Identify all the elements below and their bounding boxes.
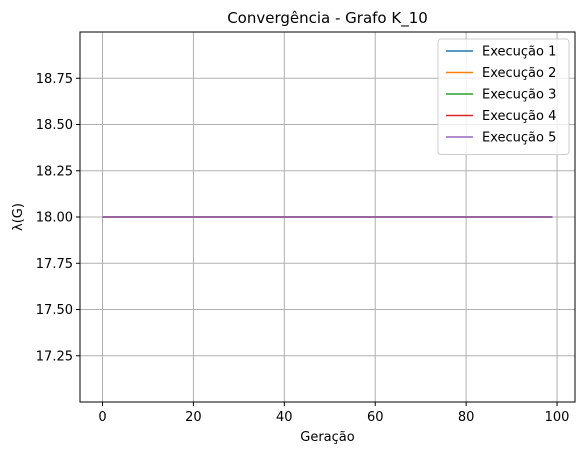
y-tick-label: 17.50 bbox=[36, 303, 73, 318]
y-tick-label: 18.50 bbox=[36, 118, 73, 133]
x-tick-label: 100 bbox=[545, 410, 570, 425]
x-axis-ticks: 0 20 40 60 80 100 bbox=[98, 402, 569, 425]
x-tick-label: 80 bbox=[458, 410, 475, 425]
y-axis-label: λ(G) bbox=[11, 203, 26, 231]
y-tick-label: 17.75 bbox=[36, 257, 73, 272]
legend-box bbox=[437, 38, 570, 155]
y-tick-label: 18.75 bbox=[36, 72, 73, 87]
y-axis-ticks: 17.25 17.50 17.75 18.00 18.25 18.50 18.75 bbox=[36, 72, 80, 364]
x-tick-label: 60 bbox=[367, 410, 384, 425]
y-tick-label: 18.00 bbox=[36, 211, 73, 226]
x-tick-label: 40 bbox=[276, 410, 293, 425]
x-tick-label: 0 bbox=[98, 410, 106, 425]
legend-label: Execução 1 bbox=[482, 45, 556, 60]
legend-label: Execução 4 bbox=[482, 109, 556, 124]
legend-label: Execução 3 bbox=[482, 88, 556, 103]
legend-label: Execução 5 bbox=[482, 131, 556, 146]
legend-label: Execução 2 bbox=[482, 66, 556, 81]
legend: Execução 1 Execução 2 Execução 3 Execução 4… bbox=[437, 38, 570, 155]
y-tick-label: 18.25 bbox=[36, 164, 73, 179]
chart-title: Convergência - Grafo K_10 bbox=[227, 9, 428, 28]
x-tick-label: 20 bbox=[185, 410, 202, 425]
y-tick-label: 17.25 bbox=[36, 349, 73, 364]
x-axis-label: Geração bbox=[300, 430, 354, 445]
